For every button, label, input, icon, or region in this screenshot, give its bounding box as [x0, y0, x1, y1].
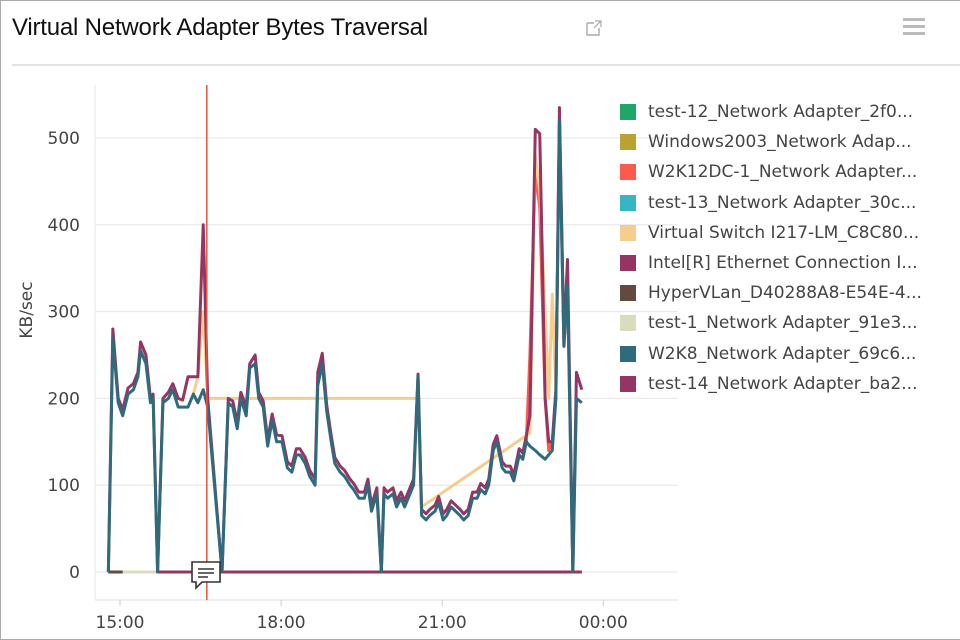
- legend-item[interactable]: Virtual Switch I217-LM_C8C80...: [620, 218, 922, 248]
- x-tick-label: 21:00: [418, 613, 467, 633]
- y-tick-label: 300: [48, 303, 80, 323]
- legend: test-12_Network Adapter_2f0... Windows200…: [620, 97, 922, 399]
- header-divider: [12, 64, 960, 66]
- legend-item[interactable]: test-1_Network Adapter_91e3...: [620, 308, 922, 338]
- x-tick-label: 15:00: [96, 613, 145, 633]
- legend-label: test-14_Network Adapter_ba2...: [648, 373, 918, 394]
- legend-item[interactable]: test-12_Network Adapter_2f0...: [620, 97, 922, 127]
- legend-swatch: [620, 345, 636, 362]
- legend-label: Intel[R] Ethernet Connection I...: [648, 253, 918, 274]
- legend-item[interactable]: test-14_Network Adapter_ba2...: [620, 369, 922, 399]
- legend-label: W2K12DC-1_Network Adapter...: [648, 162, 918, 183]
- y-axis-label: KB/sec: [17, 281, 37, 338]
- series-line[interactable]: [106, 106, 584, 574]
- x-tick-label: 00:00: [579, 613, 628, 633]
- legend-item[interactable]: Windows2003_Network Adap...: [620, 127, 922, 157]
- legend-swatch: [620, 164, 636, 181]
- external-link-icon[interactable]: [585, 19, 603, 37]
- comment-icon[interactable]: [191, 561, 221, 590]
- legend-label: test-13_Network Adapter_30c...: [648, 192, 917, 213]
- legend-item[interactable]: HyperVLan_D40288A8-E54E-4...: [620, 278, 922, 308]
- legend-swatch: [620, 315, 636, 332]
- legend-label: test-1_Network Adapter_91e3...: [648, 313, 918, 334]
- y-tick-label: 400: [48, 216, 80, 236]
- legend-label: Windows2003_Network Adap...: [648, 132, 912, 153]
- legend-swatch: [620, 285, 636, 302]
- legend-swatch: [620, 134, 636, 151]
- y-tick-label: 100: [48, 476, 80, 496]
- x-tick-label: 18:00: [257, 613, 306, 633]
- legend-swatch: [620, 104, 636, 121]
- y-tick-label: 200: [48, 389, 80, 409]
- legend-item[interactable]: W2K12DC-1_Network Adapter...: [620, 157, 922, 187]
- y-tick-label: 0: [69, 563, 80, 583]
- legend-label: test-12_Network Adapter_2f0...: [648, 102, 914, 123]
- legend-swatch: [620, 375, 636, 392]
- legend-item[interactable]: test-13_Network Adapter_30c...: [620, 188, 922, 218]
- hamburger-menu-icon[interactable]: [903, 18, 925, 36]
- legend-label: HyperVLan_D40288A8-E54E-4...: [648, 283, 922, 304]
- series-line[interactable]: [106, 119, 583, 574]
- legend-swatch: [620, 255, 636, 272]
- chart-title: Virtual Network Adapter Bytes Traversal: [12, 14, 428, 41]
- legend-label: Virtual Switch I217-LM_C8C80...: [648, 222, 920, 243]
- legend-swatch: [620, 194, 636, 211]
- legend-item[interactable]: W2K8_Network Adapter_69c6...: [620, 339, 922, 369]
- y-tick-label: 500: [48, 129, 80, 149]
- legend-item[interactable]: Intel[R] Ethernet Connection I...: [620, 248, 922, 278]
- legend-swatch: [620, 224, 636, 241]
- legend-label: W2K8_Network Adapter_69c6...: [648, 343, 917, 364]
